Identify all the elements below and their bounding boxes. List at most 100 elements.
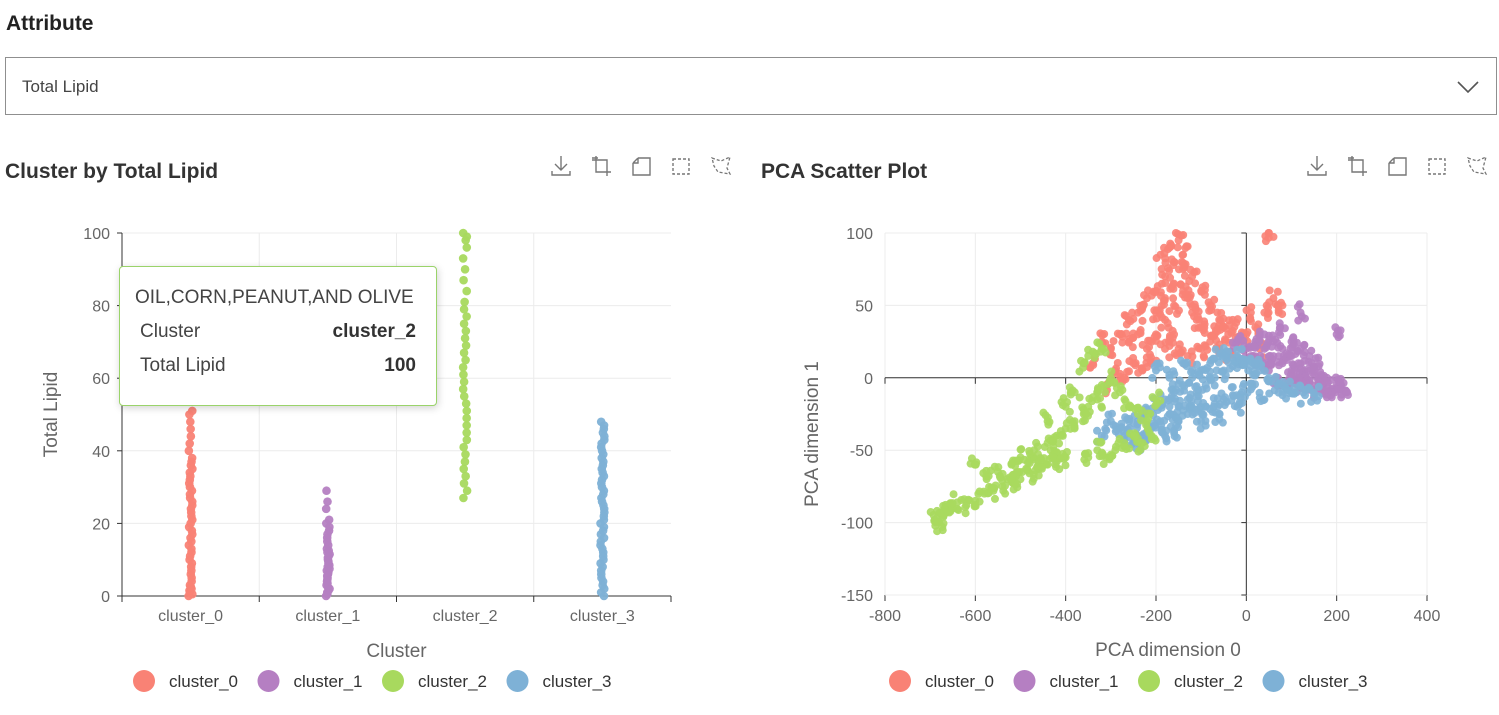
data-point [1089,360,1098,369]
data-point [1294,316,1303,325]
data-point [1155,388,1164,397]
data-point [1183,242,1192,251]
data-point [1147,291,1156,300]
data-point [1236,390,1245,399]
tooltip-row-total-lipid: Total Lipid 100 [135,355,416,377]
rect-select-icon[interactable] [590,154,612,178]
lasso-icon[interactable] [1386,154,1408,178]
data-point [1099,460,1108,469]
attribute-select[interactable]: Total Lipid [5,57,1497,115]
data-point [1152,254,1161,263]
data-point [1129,329,1138,338]
polygon-select-icon[interactable] [710,154,732,178]
data-point [1194,323,1203,332]
data-point [1102,418,1111,427]
data-point [1228,383,1237,392]
tooltip-label: Total Lipid [140,355,226,376]
data-point [1097,402,1106,411]
data-point [1267,342,1276,351]
data-point [1140,291,1149,300]
data-point [1239,336,1248,345]
data-point [998,469,1007,478]
data-point [1134,447,1143,456]
data-point [1107,367,1116,376]
data-point [1158,270,1167,279]
y-tick-label: 100 [846,226,873,243]
data-point [1061,461,1070,470]
attribute-select-value: Total Lipid [22,77,99,96]
data-point [948,499,957,508]
data-point [459,370,468,379]
data-point [1295,300,1304,309]
rect-select-icon[interactable] [1346,154,1368,178]
download-icon[interactable] [1306,154,1328,178]
data-point [1165,353,1174,362]
data-point [1235,398,1244,407]
data-point [459,464,469,474]
data-point [987,483,996,492]
y-tick-label: 0 [864,371,873,388]
data-point [459,493,468,503]
zoom-icon[interactable] [1426,154,1448,178]
download-icon[interactable] [550,154,572,178]
data-point [460,297,469,307]
tooltip-row-cluster: Cluster cluster_2 [135,321,416,343]
data-point [1233,315,1242,324]
data-point [970,501,979,510]
zoom-icon[interactable] [670,154,692,178]
data-point [1186,299,1195,308]
y-tick-label: 60 [92,371,110,388]
data-point [1171,302,1180,311]
left-chart-title: Cluster by Total Lipid [5,160,219,183]
data-point [1217,389,1226,398]
data-point [1142,353,1151,362]
data-point [461,450,470,459]
data-point [1219,322,1228,331]
legend-marker [382,670,404,692]
data-point [1206,375,1215,384]
data-point [1196,424,1205,433]
data-point [1169,284,1178,293]
data-point [1111,391,1120,400]
data-point [1166,394,1175,403]
data-point [459,392,469,401]
data-point [460,333,470,343]
data-point [1138,316,1147,325]
data-point [1165,266,1174,275]
data-point [459,442,468,452]
data-point [321,504,331,514]
data-point [1200,323,1209,332]
data-point [1133,403,1142,412]
data-point [1176,387,1185,396]
data-point [1123,415,1132,424]
data-point [186,431,196,441]
y-tick-label: -150 [841,588,873,605]
data-point [975,487,984,496]
data-point [1192,417,1201,426]
data-point [1122,445,1131,454]
data-point [1254,320,1263,329]
data-point [1178,250,1187,259]
x-tick-label: 400 [1414,608,1441,625]
y-tick-label: 100 [83,226,110,243]
data-point [1193,342,1202,351]
polygon-select-icon[interactable] [1466,154,1488,178]
data-point [1117,419,1126,428]
y-tick-label: 80 [92,299,110,316]
data-point [1037,455,1046,464]
data-point [458,254,468,263]
data-point [1045,417,1054,426]
data-point [1207,306,1216,315]
data-point [461,399,471,408]
y-tick-label: 20 [92,516,110,533]
data-point [1063,398,1072,407]
lasso-icon[interactable] [630,154,652,178]
data-point [1144,414,1153,423]
data-point [1334,333,1343,342]
data-point [926,508,935,517]
legend-label: cluster_0 [169,672,238,691]
data-point [459,348,469,358]
data-point [1187,368,1196,377]
data-point [461,355,470,365]
data-point [941,500,950,509]
